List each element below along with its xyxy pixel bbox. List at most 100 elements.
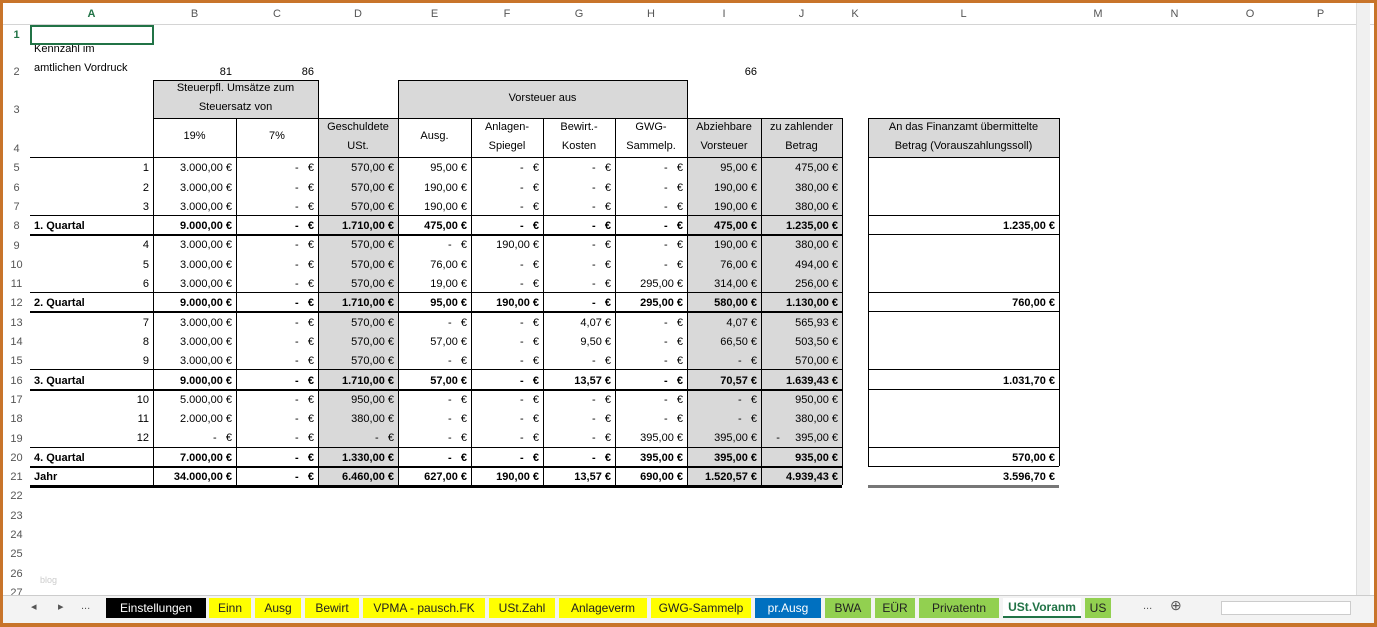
- row-header-10[interactable]: 10: [10, 258, 23, 271]
- cell-e13[interactable]: - €: [448, 316, 467, 329]
- cell-a10[interactable]: 5: [142, 258, 149, 271]
- column-header-o[interactable]: O: [1245, 8, 1255, 20]
- cell-a16[interactable]: 3. Quartal: [34, 374, 85, 387]
- row-header-23[interactable]: 23: [10, 509, 23, 522]
- cell-h9[interactable]: - €: [664, 239, 683, 252]
- cell-e21[interactable]: 627,00 €: [424, 471, 467, 484]
- cell-e8[interactable]: 475,00 €: [424, 220, 467, 233]
- sheet-tab-us[interactable]: US: [1085, 598, 1111, 618]
- row-header-12[interactable]: 12: [10, 297, 23, 310]
- cell-h10[interactable]: - €: [664, 258, 683, 271]
- cell-c17[interactable]: - €: [295, 393, 314, 406]
- cell-e7[interactable]: 190,00 €: [424, 200, 467, 213]
- cell-i5[interactable]: 95,00 €: [720, 162, 757, 175]
- sheet-tab-eür[interactable]: EÜR: [875, 598, 915, 618]
- cell-h15[interactable]: - €: [664, 355, 683, 368]
- sheet-tab-ust-zahl[interactable]: USt.Zahl: [489, 598, 555, 618]
- cell-a20[interactable]: 4. Quartal: [34, 451, 85, 464]
- header-j[interactable]: zu zahlender Betrag: [761, 118, 842, 157]
- cell-l9[interactable]: [868, 234, 1059, 253]
- cell-g9[interactable]: - €: [592, 239, 611, 252]
- cell-c8[interactable]: - €: [295, 220, 314, 233]
- cell-g21[interactable]: 13,57 €: [574, 471, 611, 484]
- cell-c18[interactable]: - €: [295, 413, 314, 426]
- cell-g19[interactable]: - €: [592, 432, 611, 445]
- cell-h12[interactable]: 295,00 €: [640, 297, 683, 310]
- cell-c12[interactable]: - €: [295, 297, 314, 310]
- column-header-j[interactable]: J: [798, 8, 805, 20]
- sheet-grid[interactable]: 1 2 3 4 5 6 7 8 9 10 11 12 13 14 15 16 17 18 19 20 21 22 23 24 2…: [3, 3, 1356, 599]
- cell-a19[interactable]: 12: [136, 432, 149, 445]
- row-header-20[interactable]: 20: [10, 451, 23, 464]
- cell-c20[interactable]: - €: [295, 451, 314, 464]
- cell-j9[interactable]: 380,00 €: [795, 239, 838, 252]
- cell-c21[interactable]: - €: [295, 471, 314, 484]
- cell-h20[interactable]: 395,00 €: [640, 451, 683, 464]
- row-header-6[interactable]: 6: [13, 181, 20, 194]
- cell-c5[interactable]: - €: [295, 162, 314, 175]
- cell-b9[interactable]: 3.000,00 €: [180, 239, 232, 252]
- cell-b10[interactable]: 3.000,00 €: [180, 258, 232, 271]
- tab-next-icon[interactable]: ▸: [58, 601, 64, 613]
- cell-j18[interactable]: 380,00 €: [795, 413, 838, 426]
- cell-l17[interactable]: [868, 389, 1059, 408]
- cell-h7[interactable]: - €: [664, 200, 683, 213]
- row-header-3[interactable]: 3: [13, 104, 20, 116]
- column-header-m[interactable]: M: [1093, 8, 1103, 20]
- cell-l12[interactable]: 760,00 €: [1012, 297, 1055, 310]
- cell-h21[interactable]: 690,00 €: [640, 471, 683, 484]
- cell-e17[interactable]: - €: [448, 393, 467, 406]
- cell-b6[interactable]: 3.000,00 €: [180, 181, 232, 194]
- cell-d21[interactable]: 6.460,00 €: [342, 471, 394, 484]
- cell-e19[interactable]: - €: [448, 432, 467, 445]
- cell-a9[interactable]: 4: [142, 239, 149, 252]
- cell-e10[interactable]: 76,00 €: [430, 258, 467, 271]
- cell-j17[interactable]: 950,00 €: [795, 393, 838, 406]
- cell-g12[interactable]: - €: [592, 297, 611, 310]
- row-header-4[interactable]: 4: [13, 143, 20, 155]
- cell-j16[interactable]: 1.639,43 €: [786, 374, 838, 387]
- cell-e6[interactable]: 190,00 €: [424, 181, 467, 194]
- cell-c11[interactable]: - €: [295, 278, 314, 291]
- cell-a6[interactable]: 2: [142, 181, 149, 194]
- sheet-tab-einn[interactable]: Einn: [209, 598, 251, 618]
- vertical-scrollbar[interactable]: [1356, 3, 1370, 595]
- column-header-f[interactable]: F: [503, 8, 511, 20]
- cell-b18[interactable]: 2.000,00 €: [180, 413, 232, 426]
- header-b[interactable]: 19%: [183, 130, 206, 142]
- sheet-tab-gwg-sammelp[interactable]: GWG-Sammelp: [651, 598, 751, 618]
- cell-f21[interactable]: 190,00 €: [496, 471, 539, 484]
- cell-e5[interactable]: 95,00 €: [430, 162, 467, 175]
- row-header-22[interactable]: 22: [10, 490, 23, 503]
- cell-l11[interactable]: [868, 273, 1059, 292]
- cell-a14[interactable]: 8: [142, 335, 149, 348]
- cell-i7[interactable]: 190,00 €: [714, 200, 757, 213]
- tab-more-right[interactable]: ...: [1143, 600, 1153, 612]
- cell-j6[interactable]: 380,00 €: [795, 181, 838, 194]
- header-e[interactable]: Ausg.: [420, 130, 449, 142]
- cell-f19[interactable]: - €: [520, 432, 539, 445]
- cell-c10[interactable]: - €: [295, 258, 314, 271]
- cell-f12[interactable]: 190,00 €: [496, 297, 539, 310]
- row-header-18[interactable]: 18: [10, 413, 23, 426]
- cell-h18[interactable]: - €: [664, 413, 683, 426]
- row-header-26[interactable]: 26: [10, 567, 23, 580]
- cell-g20[interactable]: - €: [592, 451, 611, 464]
- cell-b11[interactable]: 3.000,00 €: [180, 278, 232, 291]
- cell-j19[interactable]: - 395,00 €: [776, 432, 838, 445]
- sheet-tab-privatentn[interactable]: Privatentn: [919, 598, 999, 618]
- row-header-15[interactable]: 15: [10, 355, 23, 368]
- cell-l18[interactable]: [868, 408, 1059, 427]
- header-finanzamt-betrag[interactable]: An das Finanzamt übermittelte Betrag (Vo…: [868, 118, 1059, 157]
- cell-b13[interactable]: 3.000,00 €: [180, 316, 232, 329]
- column-header-k[interactable]: K: [851, 8, 859, 20]
- cell-d11[interactable]: 570,00 €: [351, 278, 394, 291]
- cell-d10[interactable]: 570,00 €: [351, 258, 394, 271]
- cell-f20[interactable]: - €: [520, 451, 539, 464]
- cell-e14[interactable]: 57,00 €: [430, 335, 467, 348]
- horizontal-scrollbar[interactable]: [1221, 601, 1351, 615]
- cell-h19[interactable]: 395,00 €: [640, 432, 683, 445]
- cell-l16[interactable]: 1.031,70 €: [1003, 374, 1055, 387]
- cell-b12[interactable]: 9.000,00 €: [180, 297, 232, 310]
- sheet-tab-einstellungen[interactable]: Einstellungen: [106, 598, 206, 618]
